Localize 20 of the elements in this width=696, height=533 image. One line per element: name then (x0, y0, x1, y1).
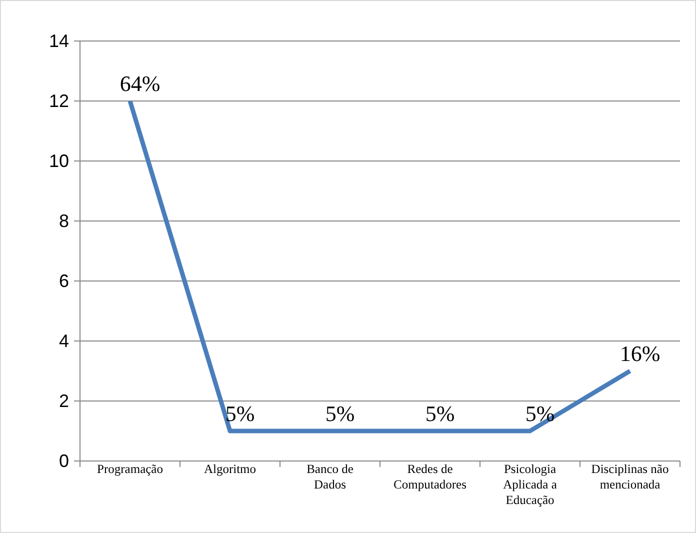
y-tick-label: 8 (58, 210, 69, 231)
y-tick-label: 2 (58, 390, 69, 411)
y-tick-label: 4 (58, 330, 69, 351)
x-tick-label: Algoritmo (204, 462, 256, 476)
y-tick-label: 12 (48, 90, 69, 111)
annotation: 5% (525, 401, 555, 426)
y-tick-label: 10 (48, 150, 69, 171)
annotation: 5% (225, 401, 255, 426)
annotation: 16% (620, 341, 660, 366)
y-tick-label: 0 (58, 450, 69, 471)
annotation: 5% (425, 401, 455, 426)
x-tick-label: Banco de Dados (306, 462, 354, 492)
x-tick-label: Psicologia Aplicada a Educação (503, 462, 558, 508)
x-tick-label: Disciplinas não mencionada (591, 462, 669, 492)
y-tick-label: 6 (58, 270, 69, 291)
y-tick-label: 14 (48, 30, 69, 51)
x-tick-label: Programação (97, 462, 163, 476)
annotation: 64% (120, 71, 160, 96)
x-tick-label: Redes de Computadores (394, 462, 467, 492)
annotation: 5% (325, 401, 355, 426)
